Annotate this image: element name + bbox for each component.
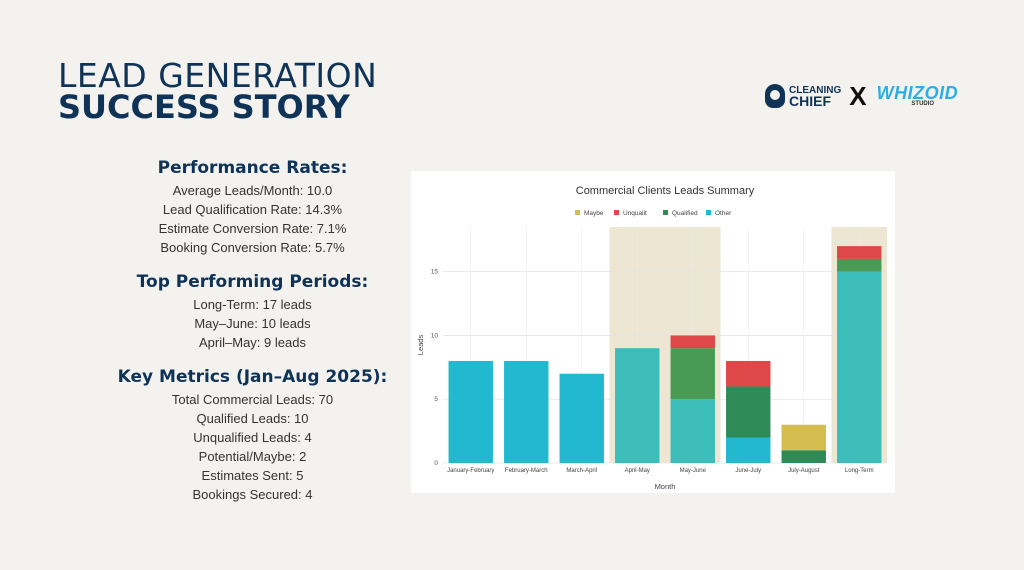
y-tick-label: 10 — [431, 332, 439, 339]
bar-qualified-july-august — [781, 450, 826, 463]
chef-badge-icon — [765, 84, 785, 108]
key-metrics-line: Estimates Sent: 5 — [201, 468, 304, 483]
key-metrics-line: Qualified Leads: 10 — [196, 411, 309, 426]
legend-label: Other — [715, 210, 732, 217]
legend-swatch-maybe — [575, 210, 580, 215]
whizoid-logo-bottom: STUDIO — [911, 101, 935, 107]
cleaning-chief-logo-bottom: CHIEF — [789, 93, 831, 109]
x-tick-label: February-March — [505, 468, 548, 474]
y-tick-label: 0 — [434, 460, 438, 467]
bar-other-may-june — [670, 399, 715, 463]
cleaning-chief-logo: CLEANING CHIEF — [789, 85, 842, 109]
legend-label: Qualified — [672, 210, 698, 217]
legend-swatch-unqualit — [614, 210, 619, 215]
bar-other-long-term — [837, 271, 882, 463]
key-metrics-line: Bookings Secured: 4 — [192, 487, 313, 502]
x-tick-label: May-June — [680, 468, 707, 474]
chart-card: Commercial Clients Leads Summary Maybe Unq… — [411, 171, 895, 493]
cleaning-chief-logo-top: CLEANING — [789, 85, 842, 96]
partner-logos: CLEANING CHIEF X WHIZOID STUDIO — [765, 80, 958, 112]
x-tick-label: Long-Term — [845, 468, 874, 474]
whizoid-logo: WHIZOID STUDIO — [876, 83, 959, 107]
top-periods-line: Long-Term: 17 leads — [193, 297, 312, 312]
legend-label: Maybe — [584, 210, 604, 217]
performance-line: Lead Qualification Rate: 14.3% — [162, 202, 343, 217]
page-title-line1: LEAD GENERATION — [58, 56, 378, 95]
top-periods-heading: Top Performing Periods: — [136, 272, 369, 292]
performance-line: Estimate Conversion Rate: 7.1% — [158, 221, 347, 236]
performance-heading: Performance Rates: — [157, 158, 348, 178]
bar-other-april-may — [615, 348, 660, 463]
page-title-line2: SUCCESS STORY — [58, 88, 350, 126]
key-metrics-section: Key Metrics (Jan–Aug 2025): Total Commer… — [100, 367, 405, 504]
chart-title: Commercial Clients Leads Summary — [576, 185, 755, 197]
x-tick-label: June-July — [735, 468, 761, 474]
bar-other-february-march — [504, 360, 549, 463]
logo-separator: X — [849, 80, 867, 111]
performance-section: Performance Rates: Average Leads/Month: … — [100, 158, 405, 257]
legend-swatch-other — [706, 210, 711, 215]
leads-chart: Commercial Clients Leads Summary Maybe Unq… — [416, 185, 887, 491]
bar-unqualit-june-july — [726, 360, 771, 387]
y-tick-label: 15 — [431, 269, 439, 276]
top-periods-line: April–May: 9 leads — [199, 335, 306, 350]
key-metrics-line: Total Commercial Leads: 70 — [171, 392, 334, 407]
x-tick-label: July-August — [788, 468, 820, 474]
bar-qualified-june-july — [726, 386, 771, 438]
bar-maybe-july-august — [781, 424, 826, 451]
legend-label: Unqualit — [623, 210, 647, 217]
top-periods-section: Top Performing Periods: Long-Term: 17 le… — [100, 272, 405, 352]
y-tick-label: 5 — [434, 396, 438, 403]
bar-qualified-may-june — [670, 348, 715, 400]
bar-unqualit-may-june — [670, 335, 715, 349]
x-tick-label: March-April — [566, 468, 597, 474]
x-axis-label: Month — [655, 482, 676, 491]
key-metrics-line: Unqualified Leads: 4 — [193, 430, 312, 445]
x-tick-label: April-May — [625, 468, 650, 474]
top-periods-line: May–June: 10 leads — [194, 316, 311, 331]
bar-other-june-july — [726, 437, 771, 463]
whizoid-logo-top: WHIZOID — [876, 83, 959, 103]
performance-line: Average Leads/Month: 10.0 — [172, 183, 333, 198]
bar-qualified-long-term — [837, 258, 882, 272]
y-axis-label: Leads — [416, 335, 425, 356]
key-metrics-heading: Key Metrics (Jan–Aug 2025): — [117, 367, 388, 387]
legend-swatch-qualified — [663, 210, 668, 215]
x-tick-label: January-February — [447, 468, 494, 474]
bar-other-january-february — [448, 360, 493, 463]
key-metrics-line: Potential/Maybe: 2 — [198, 449, 307, 464]
performance-line: Booking Conversion Rate: 5.7% — [160, 240, 345, 255]
bar-other-march-april — [559, 373, 604, 463]
bar-unqualit-long-term — [837, 246, 882, 259]
stats-column: Performance Rates: Average Leads/Month: … — [100, 158, 405, 519]
